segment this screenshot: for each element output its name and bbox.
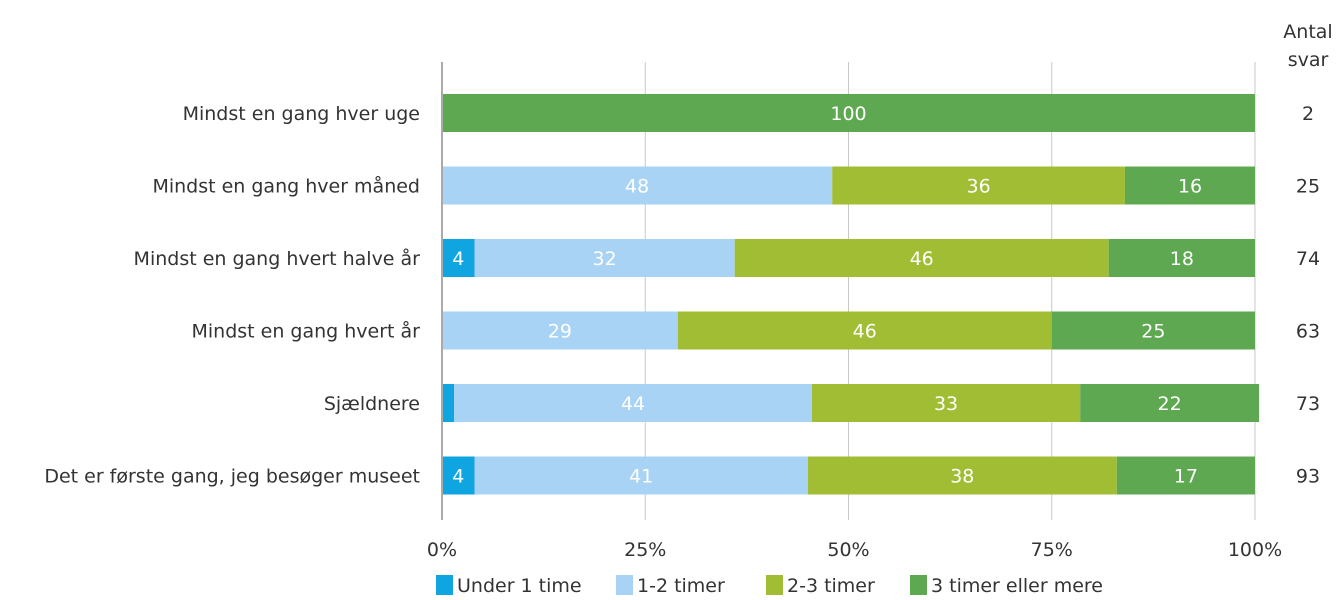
bar-segment [474, 239, 735, 277]
data-label: 46 [853, 321, 877, 343]
data-label: 44 [621, 393, 645, 415]
count-value: 25 [1296, 176, 1320, 198]
bar-segment [1124, 166, 1255, 205]
bar-segment [442, 311, 678, 350]
data-label: 41 [629, 466, 653, 488]
legend-swatch [436, 575, 453, 595]
bar-segment [1108, 239, 1255, 277]
legend-swatch [766, 575, 783, 595]
data-label: 29 [548, 321, 572, 343]
category-label: Mindst en gang hver måned [152, 175, 420, 198]
legend-label: 1-2 timer [637, 575, 725, 597]
count-header-line-2: svar [1288, 49, 1329, 71]
legend-label: 3 timer eller mere [931, 575, 1103, 597]
data-label: 4 [452, 466, 464, 488]
bar-segment [1116, 456, 1255, 495]
bar-segment [1051, 311, 1255, 350]
bar-segment [442, 384, 455, 422]
legend-label: 2-3 timer [787, 575, 875, 597]
data-label: 25 [1141, 321, 1165, 343]
category-label: Mindst en gang hver uge [183, 103, 420, 125]
bar-segment [734, 239, 1109, 277]
bar-segment [1080, 384, 1260, 422]
count-value: 63 [1296, 321, 1320, 343]
bar-segment [677, 311, 1052, 350]
data-label: 46 [910, 248, 934, 270]
count-value: 74 [1296, 248, 1320, 270]
category-label: Sjældnere [324, 393, 420, 415]
legend-swatch [616, 575, 633, 595]
data-label: 16 [1178, 176, 1202, 198]
data-label: 38 [950, 466, 974, 488]
bar-segment [807, 456, 1117, 495]
x-tick-label: 0% [427, 539, 457, 561]
x-tick-label: 25% [624, 539, 666, 561]
gridlines [644, 62, 1256, 520]
data-label: 36 [966, 176, 990, 198]
data-label: 18 [1170, 248, 1194, 270]
count-column: Antal svar 2 25 74 63 73 93 [1283, 21, 1332, 488]
bar-segment [442, 456, 475, 495]
count-value: 73 [1296, 393, 1320, 415]
category-labels: Mindst en gang hver uge Mindst en gang hv… [44, 103, 420, 488]
data-label: 4 [452, 248, 464, 270]
data-label: 22 [1158, 393, 1182, 415]
bar-segment [474, 456, 808, 495]
category-label: Mindst en gang hvert år [191, 320, 420, 343]
data-label: 100 [830, 103, 866, 125]
bar-segment [811, 384, 1081, 422]
count-header-line-1: Antal [1283, 21, 1332, 43]
legend: Under 1 time 1-2 timer 2-3 timer 3 timer el… [436, 575, 1103, 597]
x-tick-label: 50% [827, 539, 869, 561]
bars: 100 48 36 16 4 32 46 18 29 46 25 44 33 22 4 41 38 17 [442, 94, 1260, 495]
x-tick-label: 100% [1228, 539, 1282, 561]
data-label: 17 [1174, 466, 1198, 488]
bar-segment [442, 94, 1255, 132]
legend-label: Under 1 time [457, 575, 582, 597]
bar-segment [442, 239, 475, 277]
count-value: 93 [1296, 466, 1320, 488]
category-label: Det er første gang, jeg besøger museet [44, 466, 420, 488]
data-label: 48 [625, 176, 649, 198]
bar-segment [442, 166, 833, 205]
x-tick-labels: 0% 25% 50% 75% 100% [427, 539, 1282, 561]
legend-swatch [910, 575, 927, 595]
x-tick-label: 75% [1031, 539, 1073, 561]
bar-segment [454, 384, 812, 422]
data-label: 33 [934, 393, 958, 415]
count-value: 2 [1302, 103, 1314, 125]
category-label: Mindst en gang hvert halve år [134, 247, 421, 270]
bar-segment [832, 166, 1125, 205]
data-label: 32 [593, 248, 617, 270]
